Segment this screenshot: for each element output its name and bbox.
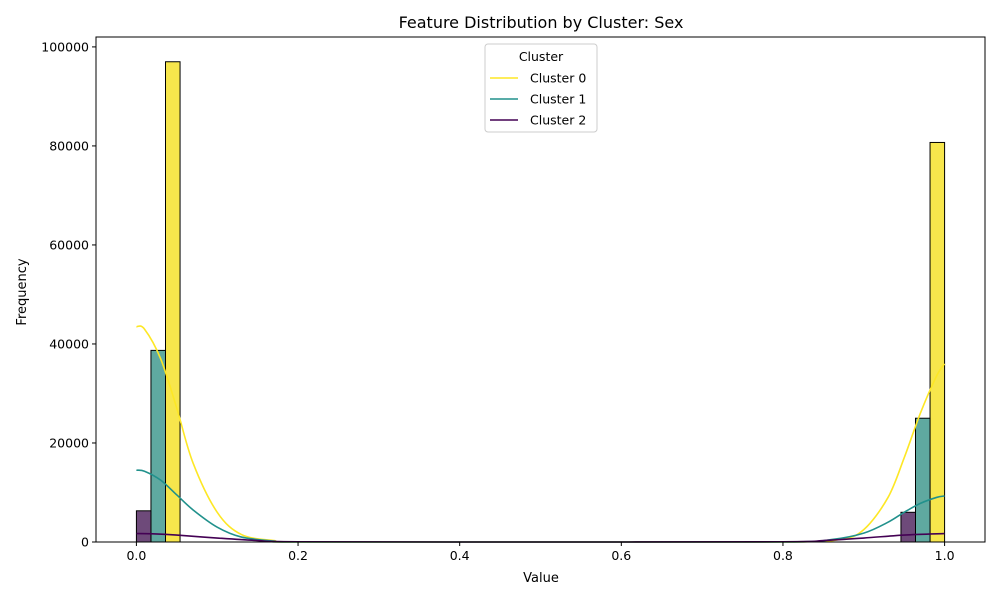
legend-label-cluster-0: Cluster 0 [530, 71, 586, 86]
x-axis-label: Value [523, 571, 559, 586]
bar-cluster-2-1 [900, 511, 916, 543]
bar-cluster-2-0 [135, 510, 152, 543]
axes: 0.0 0.2 0.4 0.6 0.8 1.0 0 20000 40000 60000 80000 1… [41, 36, 986, 563]
x-tick-label: 0.8 [773, 548, 793, 563]
axes-frame [95, 36, 986, 543]
y-axis-label: Frequency [15, 258, 30, 325]
x-tick-label: 0.4 [450, 548, 470, 563]
y-tick-label: 0 [81, 535, 89, 550]
legend-box [484, 43, 598, 133]
y-tick-label: 60000 [49, 237, 89, 252]
bar-cluster-1-0 [150, 349, 167, 543]
legend-label-cluster-2: Cluster 2 [530, 113, 586, 128]
legend-title: Cluster [519, 49, 564, 64]
legend-label-cluster-1: Cluster 1 [530, 92, 586, 107]
bar-cluster-0-1 [929, 141, 946, 543]
bar-cluster-0-0 [165, 61, 181, 543]
legend: Cluster Cluster 0 Cluster 1 Cluster 2 [484, 43, 598, 133]
y-tick-label: 100000 [41, 39, 89, 54]
y-tick-label: 80000 [49, 138, 89, 153]
histogram-bars [135, 61, 946, 543]
chart-title: Feature Distribution by Cluster: Sex [399, 13, 684, 32]
x-tick-label: 0.2 [288, 548, 308, 563]
x-tick-label: 0.0 [126, 548, 146, 563]
y-tick-label: 40000 [49, 336, 89, 351]
x-tick-label: 1.0 [935, 548, 955, 563]
y-tick-label: 20000 [49, 435, 89, 450]
bar-cluster-1-1 [914, 417, 931, 543]
x-tick-label: 0.6 [611, 548, 631, 563]
